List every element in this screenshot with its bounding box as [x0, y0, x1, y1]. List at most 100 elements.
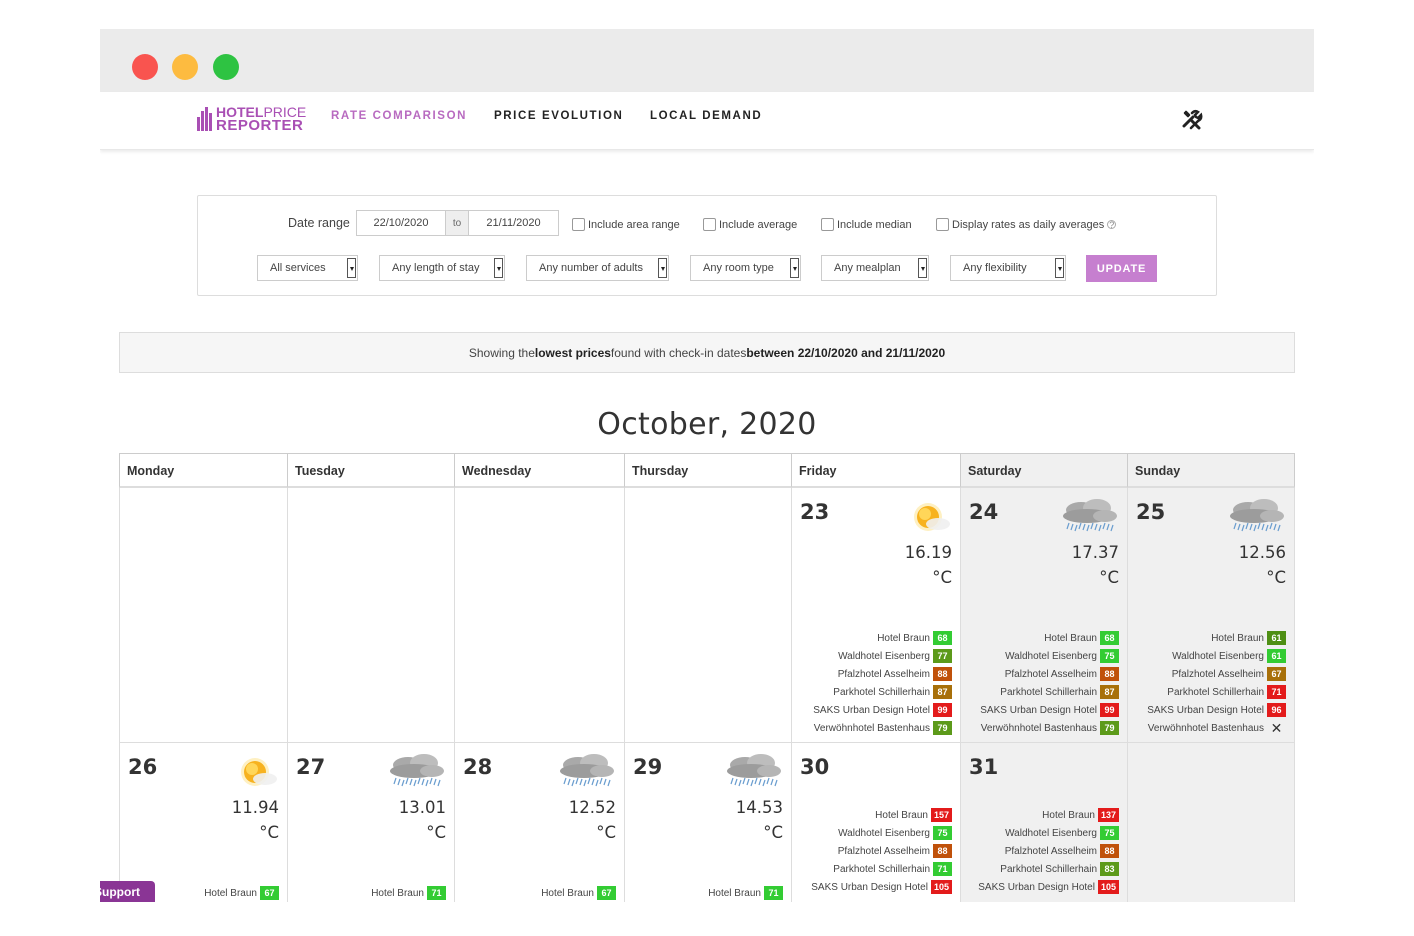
hotel-price-row[interactable]: Pfalzhotel Asselheim 88: [813, 665, 952, 683]
price-badge[interactable]: 88: [933, 667, 952, 681]
hotel-price-row[interactable]: Hotel Braun 67: [541, 884, 616, 902]
price-badge[interactable]: 67: [597, 886, 616, 900]
price-badge[interactable]: 79: [933, 721, 952, 735]
calendar-day-24[interactable]: 24 17.37 °C Hotel Braun 68 Waldhotel Eisenber…: [960, 488, 1127, 743]
price-badge[interactable]: 87: [933, 685, 952, 699]
hotel-price-row[interactable]: Waldhotel Eisenberg 75: [978, 824, 1119, 842]
hotel-price-row[interactable]: Hotel Braun 61: [1147, 629, 1286, 647]
price-badge[interactable]: 99: [933, 703, 952, 717]
price-badge[interactable]: 88: [933, 844, 952, 858]
daily-averages-checkbox[interactable]: Display rates as daily averages?: [936, 218, 1117, 231]
price-badge[interactable]: 105: [930, 880, 952, 894]
hotel-price-row[interactable]: Hotel Braun 137: [978, 806, 1119, 824]
calendar-day-23[interactable]: 23 16.19 °C Hotel Braun 68 Waldhotel Eisenber…: [791, 488, 960, 743]
include-average-checkbox[interactable]: Include average: [703, 218, 797, 231]
nav-rate-comparison[interactable]: RATE COMPARISON: [331, 110, 468, 122]
hotel-price-row[interactable]: SAKS Urban Design Hotel 105: [811, 878, 952, 896]
price-badge[interactable]: 79: [1100, 721, 1119, 735]
nav-local-demand[interactable]: LOCAL DEMAND: [650, 110, 763, 122]
price-badge[interactable]: 88: [1100, 667, 1119, 681]
price-badge[interactable]: 96: [1267, 703, 1286, 717]
calendar-day-26[interactable]: 26 11.94 °C Hotel Braun 67: [119, 743, 287, 902]
hotel-price-row[interactable]: Verwöhnhotel Bastenhaus ✕: [1147, 719, 1286, 737]
price-badge[interactable]: 99: [1100, 703, 1119, 717]
number-of-adults-select[interactable]: Any number of adults: [526, 255, 669, 281]
price-badge[interactable]: 157: [930, 808, 952, 822]
services-select[interactable]: All services: [257, 255, 358, 281]
calendar-day-28[interactable]: 28 12.52 °C Hotel Braun 67: [454, 743, 624, 902]
price-badge[interactable]: 75: [933, 826, 952, 840]
calendar-day-25[interactable]: 25 12.56 °C Hotel Braun 61 Waldhotel Eisenber…: [1127, 488, 1295, 743]
price-badge[interactable]: 137: [1097, 808, 1119, 822]
mealplan-select[interactable]: Any mealplan: [821, 255, 929, 281]
help-icon[interactable]: ?: [1107, 219, 1117, 230]
hotel-price-row[interactable]: Hotel Braun 68: [980, 629, 1119, 647]
price-badge[interactable]: 75: [1100, 826, 1119, 840]
price-badge[interactable]: 71: [1267, 685, 1286, 699]
hotel-price-row[interactable]: Parkhotel Schillerhain 71: [811, 860, 952, 878]
calendar-day-30[interactable]: 30 Hotel Braun 157 Waldhotel Eisenberg 75 Pfa…: [791, 743, 960, 902]
price-badge[interactable]: 61: [1267, 649, 1286, 663]
hotel-price-row[interactable]: Hotel Braun 157: [811, 806, 952, 824]
update-button[interactable]: UPDATE: [1086, 255, 1157, 282]
price-badge[interactable]: 67: [1267, 667, 1286, 681]
price-badge[interactable]: 71: [427, 886, 446, 900]
hotel-price-row[interactable]: SAKS Urban Design Hotel 105: [978, 878, 1119, 896]
include-area-range-checkbox[interactable]: Include area range: [572, 218, 680, 231]
maximize-window-button[interactable]: [213, 54, 239, 80]
price-badge[interactable]: 75: [1100, 649, 1119, 663]
checkbox-box[interactable]: [936, 218, 949, 231]
hotel-price-row[interactable]: SAKS Urban Design Hotel 96: [1147, 701, 1286, 719]
hotel-price-row[interactable]: Verwöhnhotel Bastenhaus 79: [980, 719, 1119, 737]
hotel-price-reporter-logo[interactable]: HOTELPRICE REPORTER: [197, 105, 306, 133]
price-badge[interactable]: 88: [1100, 844, 1119, 858]
checkbox-box[interactable]: [572, 218, 585, 231]
hotel-price-row[interactable]: Pfalzhotel Asselheim 88: [980, 665, 1119, 683]
hotel-price-row[interactable]: Waldhotel Eisenberg 61: [1147, 647, 1286, 665]
hotel-price-row[interactable]: Parkhotel Schillerhain 87: [813, 683, 952, 701]
hotel-price-row[interactable]: SAKS Urban Design Hotel 99: [980, 701, 1119, 719]
hotel-price-row[interactable]: Hotel Braun 68: [813, 629, 952, 647]
price-badge[interactable]: 61: [1267, 631, 1286, 645]
price-badge[interactable]: 87: [1100, 685, 1119, 699]
nav-price-evolution[interactable]: PRICE EVOLUTION: [494, 110, 624, 122]
minimize-window-button[interactable]: [172, 54, 198, 80]
price-badge[interactable]: 105: [1097, 880, 1119, 894]
price-badge[interactable]: 67: [260, 886, 279, 900]
hotel-price-row[interactable]: SAKS Urban Design Hotel 99: [813, 701, 952, 719]
hotel-price-row[interactable]: Waldhotel Eisenberg 75: [811, 824, 952, 842]
checkbox-box[interactable]: [703, 218, 716, 231]
calendar-day-27[interactable]: 27 13.01 °C Hotel Braun 71: [287, 743, 454, 902]
tools-icon[interactable]: [1180, 107, 1204, 131]
price-badge[interactable]: 83: [1100, 862, 1119, 876]
calendar-day-31[interactable]: 31 Hotel Braun 137 Waldhotel Eisenberg 75 Pfa…: [960, 743, 1127, 902]
date-to-input[interactable]: 21/11/2020: [468, 210, 559, 236]
support-button[interactable]: Support: [100, 881, 155, 902]
hotel-price-row[interactable]: Parkhotel Schillerhain 87: [980, 683, 1119, 701]
room-type-select[interactable]: Any room type: [690, 255, 801, 281]
length-of-stay-select[interactable]: Any length of stay: [379, 255, 505, 281]
hotel-price-row[interactable]: Verwöhnhotel Bastenhaus 79: [813, 719, 952, 737]
hotel-price-row[interactable]: Pfalzhotel Asselheim 88: [978, 842, 1119, 860]
price-badge[interactable]: 77: [933, 649, 952, 663]
close-window-button[interactable]: [132, 54, 158, 80]
hotel-price-row[interactable]: Hotel Braun 71: [708, 884, 783, 902]
hotel-price-row[interactable]: Parkhotel Schillerhain 83: [978, 860, 1119, 878]
hotel-price-row[interactable]: Waldhotel Eisenberg 75: [980, 647, 1119, 665]
hotel-price-row[interactable]: Parkhotel Schillerhain 71: [1147, 683, 1286, 701]
date-from-input[interactable]: 22/10/2020: [356, 210, 446, 236]
logo-line1-bold: HOTEL: [216, 104, 264, 120]
price-badge[interactable]: 71: [933, 862, 952, 876]
price-badge[interactable]: 71: [764, 886, 783, 900]
hotel-price-row[interactable]: Hotel Braun 67: [204, 884, 279, 902]
checkbox-box[interactable]: [821, 218, 834, 231]
include-median-checkbox[interactable]: Include median: [821, 218, 912, 231]
hotel-price-row[interactable]: Waldhotel Eisenberg 77: [813, 647, 952, 665]
flexibility-select[interactable]: Any flexibility: [950, 255, 1066, 281]
calendar-day-29[interactable]: 29 14.53 °C Hotel Braun 71: [624, 743, 791, 902]
hotel-price-row[interactable]: Pfalzhotel Asselheim 67: [1147, 665, 1286, 683]
hotel-price-row[interactable]: Pfalzhotel Asselheim 88: [811, 842, 952, 860]
hotel-price-row[interactable]: Hotel Braun 71: [371, 884, 446, 902]
price-badge[interactable]: 68: [1100, 631, 1119, 645]
price-badge[interactable]: 68: [933, 631, 952, 645]
